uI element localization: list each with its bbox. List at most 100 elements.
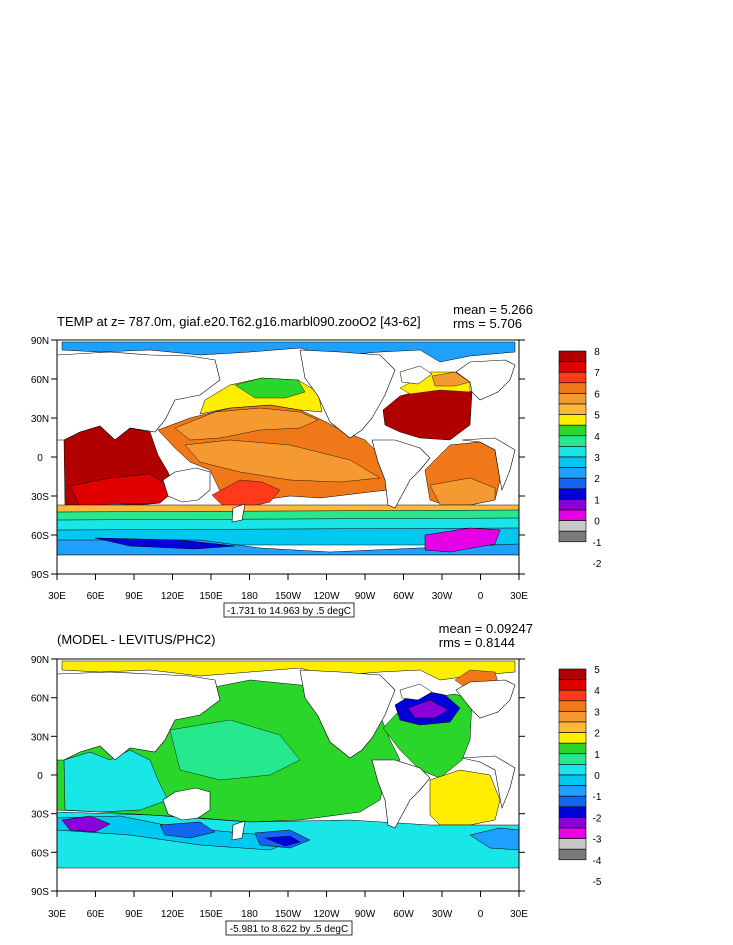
contour-info: -1.731 to 14.963 by .5 degC xyxy=(227,606,351,617)
colorbar-label: -1 xyxy=(593,792,602,803)
colorbar-label: 4 xyxy=(594,686,600,697)
longitude-ticks xyxy=(56,574,520,580)
colorbar-swatch xyxy=(558,679,587,691)
longitude-labels: 30E 60E 90E 120E 150E 180 150W 120W 90W … xyxy=(48,591,528,602)
colorbar-label: -2 xyxy=(593,559,602,570)
colorbar-swatch xyxy=(558,403,587,415)
panel-title: (MODEL - LEVITUS/PHC2) xyxy=(57,632,215,647)
colorbar-swatch xyxy=(558,817,587,829)
lon-label: 120W xyxy=(313,591,340,602)
lat-label: 0 xyxy=(37,453,43,464)
colorbar-swatch xyxy=(558,668,587,680)
lon-label: 60E xyxy=(87,591,105,602)
colorbar-swatch xyxy=(558,424,587,437)
colorbar-swatch xyxy=(558,371,587,384)
panel-temperature: TEMP at z= 787.0m, giaf.e20.T62.g16.marb… xyxy=(31,302,602,618)
lon-label: 120E xyxy=(161,591,185,602)
colorbar-label: 4 xyxy=(594,432,600,443)
colorbar-label: 5 xyxy=(594,411,600,422)
rms-value: rms = 5.706 xyxy=(453,316,522,331)
lon-label: 30W xyxy=(432,909,453,920)
colorbar-swatch xyxy=(558,700,587,712)
lon-label: 150W xyxy=(275,591,302,602)
lat-label: 60N xyxy=(31,694,49,705)
colorbar-swatch xyxy=(558,764,587,776)
colorbar-label: 2 xyxy=(594,729,600,740)
lon-label: 60E xyxy=(87,909,105,920)
colorbar: 5 4 3 2 1 0 -1 -2 -3 -4 -5 xyxy=(558,665,602,888)
colorbar-label: 7 xyxy=(594,368,600,379)
colorbar-swatch xyxy=(558,467,587,479)
colorbar-label: 1 xyxy=(594,495,600,506)
lat-label: 30N xyxy=(31,732,49,743)
colorbar-swatch xyxy=(558,350,587,362)
lon-label: 90E xyxy=(125,591,143,602)
lon-label: 30E xyxy=(510,591,528,602)
lat-label: 30S xyxy=(31,810,49,821)
colorbar-label: 0 xyxy=(594,517,600,528)
colorbar-swatch xyxy=(558,732,587,744)
colorbar-label: -1 xyxy=(593,538,602,549)
colorbar-swatch xyxy=(558,446,587,458)
colorbar-swatch xyxy=(558,477,587,490)
colorbar-swatch xyxy=(558,753,587,765)
colorbar-label: -3 xyxy=(593,835,602,846)
lat-label: 90S xyxy=(31,570,49,581)
longitude-labels: 30E 60E 90E 120E 150E 180 150W 120W 90W … xyxy=(48,909,528,920)
colorbar-swatch xyxy=(558,414,587,426)
colorbar-swatch xyxy=(558,499,587,511)
colorbar-swatch xyxy=(558,785,587,797)
lon-label: 90W xyxy=(355,909,376,920)
lat-label: 60N xyxy=(31,375,49,386)
colorbar-swatch xyxy=(558,393,587,405)
lon-label: 30W xyxy=(432,591,453,602)
lon-label: 180 xyxy=(241,591,258,602)
colorbar-swatch xyxy=(558,382,587,394)
lon-label: 150W xyxy=(275,909,302,920)
lon-label: 150E xyxy=(199,591,223,602)
colorbar-swatch xyxy=(558,456,587,468)
lat-label: 60S xyxy=(31,531,49,542)
lon-label: 60W xyxy=(393,591,414,602)
colorbar-label: 5 xyxy=(594,665,600,676)
colorbar-label: -5 xyxy=(593,877,602,888)
colorbar-label: 3 xyxy=(594,707,600,718)
colorbar-label: 2 xyxy=(594,474,600,485)
lat-label: 90S xyxy=(31,887,49,898)
colorbar-swatch xyxy=(558,806,587,818)
colorbar-swatch xyxy=(558,795,587,808)
colorbar-swatch xyxy=(558,711,587,723)
lat-label: 30S xyxy=(31,492,49,503)
colorbar-swatch xyxy=(558,721,587,733)
colorbar: 8 7 6 5 4 3 2 1 0 -1 -2 xyxy=(558,347,602,570)
longitude-ticks xyxy=(56,891,520,897)
lon-label: 30E xyxy=(48,591,66,602)
lon-label: 120W xyxy=(313,909,340,920)
colorbar-label: -2 xyxy=(593,813,602,824)
lon-label: 0 xyxy=(478,591,484,602)
latitude-labels: 90N 60N 30N 0 30S 60S 90S xyxy=(31,655,49,898)
colorbar-label: 1 xyxy=(594,750,600,761)
colorbar-label: 6 xyxy=(594,389,600,400)
colorbar-swatch xyxy=(558,827,587,839)
colorbar-label: 8 xyxy=(594,347,600,358)
lon-label: 180 xyxy=(241,909,258,920)
latitude-ticks xyxy=(51,339,525,575)
colorbar-swatch xyxy=(558,435,587,447)
lat-label: 0 xyxy=(37,771,43,782)
lon-label: 0 xyxy=(478,909,484,920)
colorbar-label: 0 xyxy=(594,771,600,782)
colorbar-swatch xyxy=(558,361,587,373)
map-field xyxy=(57,340,519,574)
latitude-labels: 90N 60N 30N 0 30S 60S 90S xyxy=(31,336,49,581)
lat-label: 60S xyxy=(31,848,49,859)
colorbar-swatch xyxy=(558,509,587,521)
colorbar-label: 3 xyxy=(594,453,600,464)
colorbar-swatch xyxy=(558,530,587,543)
panel-difference: (MODEL - LEVITUS/PHC2) mean = 0.09247 rm… xyxy=(31,621,602,936)
lon-label: 90E xyxy=(125,909,143,920)
contour-info: -5.981 to 8.622 by .5 degC xyxy=(230,924,348,935)
colorbar-swatch xyxy=(558,848,587,861)
map-field xyxy=(57,659,519,891)
